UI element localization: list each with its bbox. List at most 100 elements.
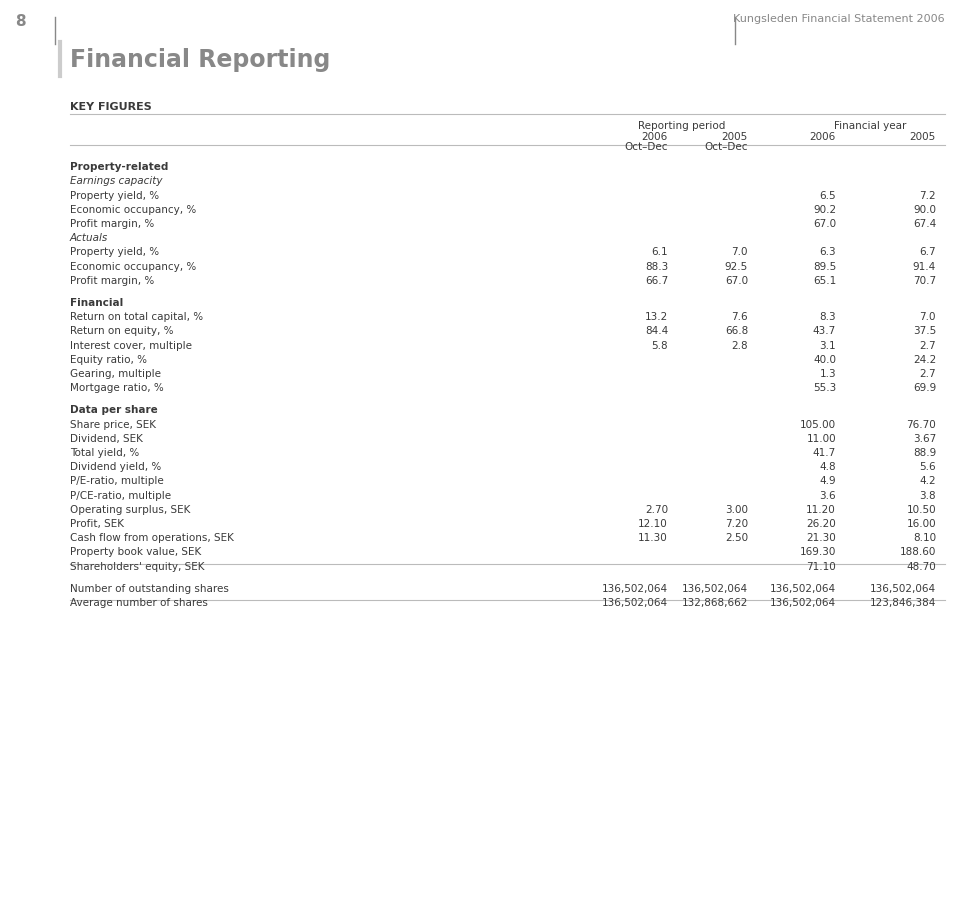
Text: 90.2: 90.2 <box>813 205 836 215</box>
Text: 2005: 2005 <box>722 132 748 142</box>
Text: 2.70: 2.70 <box>645 505 668 515</box>
Text: 40.0: 40.0 <box>813 355 836 365</box>
Text: 24.2: 24.2 <box>913 355 936 365</box>
Text: Financial year: Financial year <box>834 121 906 131</box>
Text: 2006: 2006 <box>809 132 836 142</box>
Text: 67.0: 67.0 <box>725 276 748 286</box>
Text: 5.8: 5.8 <box>652 341 668 351</box>
Text: 70.7: 70.7 <box>913 276 936 286</box>
Text: 11.20: 11.20 <box>806 505 836 515</box>
Text: 7.0: 7.0 <box>732 248 748 258</box>
Text: 136,502,064: 136,502,064 <box>602 584 668 594</box>
Text: Total yield, %: Total yield, % <box>70 448 139 458</box>
Text: Mortgage ratio, %: Mortgage ratio, % <box>70 383 164 393</box>
Text: 6.5: 6.5 <box>820 191 836 200</box>
Text: Dividend yield, %: Dividend yield, % <box>70 462 161 473</box>
Text: Profit margin, %: Profit margin, % <box>70 219 155 229</box>
Text: 6.3: 6.3 <box>820 248 836 258</box>
Text: Return on equity, %: Return on equity, % <box>70 326 174 336</box>
Text: 4.2: 4.2 <box>920 476 936 486</box>
Text: 132,868,662: 132,868,662 <box>682 598 748 608</box>
Text: 88.9: 88.9 <box>913 448 936 458</box>
Text: 2006: 2006 <box>641 132 668 142</box>
Text: 66.8: 66.8 <box>725 326 748 336</box>
Text: 136,502,064: 136,502,064 <box>770 598 836 608</box>
Text: Share price, SEK: Share price, SEK <box>70 420 156 430</box>
Text: Return on total capital, %: Return on total capital, % <box>70 313 204 323</box>
Text: 16.00: 16.00 <box>906 519 936 529</box>
Text: 105.00: 105.00 <box>800 420 836 430</box>
Text: 11.30: 11.30 <box>638 533 668 543</box>
Text: 2005: 2005 <box>910 132 936 142</box>
Text: KEY FIGURES: KEY FIGURES <box>70 102 152 112</box>
Text: Actuals: Actuals <box>70 233 108 243</box>
Text: 90.0: 90.0 <box>913 205 936 215</box>
Text: Average number of shares: Average number of shares <box>70 598 208 608</box>
Text: 2.7: 2.7 <box>920 341 936 351</box>
Text: 4.8: 4.8 <box>820 462 836 473</box>
Text: 5.6: 5.6 <box>920 462 936 473</box>
Text: Oct–Dec: Oct–Dec <box>705 142 748 152</box>
Text: 67.0: 67.0 <box>813 219 836 229</box>
Text: 8: 8 <box>15 14 26 29</box>
Text: 13.2: 13.2 <box>645 313 668 323</box>
Text: 67.4: 67.4 <box>913 219 936 229</box>
Text: Reporting period: Reporting period <box>638 121 726 131</box>
Text: Earnings capacity: Earnings capacity <box>70 176 162 186</box>
Text: 7.20: 7.20 <box>725 519 748 529</box>
Text: 6.1: 6.1 <box>652 248 668 258</box>
Text: 92.5: 92.5 <box>725 261 748 271</box>
Text: 43.7: 43.7 <box>813 326 836 336</box>
Text: 2.8: 2.8 <box>732 341 748 351</box>
Text: 11.00: 11.00 <box>806 434 836 444</box>
Text: 71.10: 71.10 <box>806 561 836 571</box>
Text: 136,502,064: 136,502,064 <box>870 584 936 594</box>
Text: 3.00: 3.00 <box>725 505 748 515</box>
Text: 8.10: 8.10 <box>913 533 936 543</box>
Text: Kungsleden Financial Statement 2006: Kungsleden Financial Statement 2006 <box>733 14 945 24</box>
Text: Oct–Dec: Oct–Dec <box>625 142 668 152</box>
Text: Property yield, %: Property yield, % <box>70 191 159 200</box>
Text: 69.9: 69.9 <box>913 383 936 393</box>
Text: Economic occupancy, %: Economic occupancy, % <box>70 205 196 215</box>
Text: 48.70: 48.70 <box>906 561 936 571</box>
Text: 55.3: 55.3 <box>813 383 836 393</box>
Text: 41.7: 41.7 <box>813 448 836 458</box>
Text: 26.20: 26.20 <box>806 519 836 529</box>
Text: Shareholders' equity, SEK: Shareholders' equity, SEK <box>70 561 204 571</box>
Text: 136,502,064: 136,502,064 <box>602 598 668 608</box>
Text: Profit, SEK: Profit, SEK <box>70 519 124 529</box>
Text: 21.30: 21.30 <box>806 533 836 543</box>
Text: 136,502,064: 136,502,064 <box>770 584 836 594</box>
Text: Data per share: Data per share <box>70 406 157 415</box>
Text: 91.4: 91.4 <box>913 261 936 271</box>
Text: 66.7: 66.7 <box>645 276 668 286</box>
Text: 3.6: 3.6 <box>820 491 836 501</box>
Text: Interest cover, multiple: Interest cover, multiple <box>70 341 192 351</box>
Text: Financial: Financial <box>70 298 123 308</box>
Text: P/CE-ratio, multiple: P/CE-ratio, multiple <box>70 491 171 501</box>
Text: 6.7: 6.7 <box>920 248 936 258</box>
Text: 2.7: 2.7 <box>920 369 936 379</box>
Text: Property book value, SEK: Property book value, SEK <box>70 547 202 558</box>
Text: Number of outstanding shares: Number of outstanding shares <box>70 584 228 594</box>
Text: 84.4: 84.4 <box>645 326 668 336</box>
Text: 1.3: 1.3 <box>820 369 836 379</box>
Text: 12.10: 12.10 <box>638 519 668 529</box>
Text: Economic occupancy, %: Economic occupancy, % <box>70 261 196 271</box>
Text: 4.9: 4.9 <box>820 476 836 486</box>
Text: Cash flow from operations, SEK: Cash flow from operations, SEK <box>70 533 234 543</box>
Text: Property yield, %: Property yield, % <box>70 248 159 258</box>
Text: 2.50: 2.50 <box>725 533 748 543</box>
Text: Dividend, SEK: Dividend, SEK <box>70 434 143 444</box>
Text: 8.3: 8.3 <box>820 313 836 323</box>
Text: 37.5: 37.5 <box>913 326 936 336</box>
Text: Profit margin, %: Profit margin, % <box>70 276 155 286</box>
Text: 188.60: 188.60 <box>900 547 936 558</box>
Text: 3.67: 3.67 <box>913 434 936 444</box>
Text: 7.2: 7.2 <box>920 191 936 200</box>
Text: 169.30: 169.30 <box>800 547 836 558</box>
Text: Gearing, multiple: Gearing, multiple <box>70 369 161 379</box>
Text: 123,846,384: 123,846,384 <box>870 598 936 608</box>
Text: Operating surplus, SEK: Operating surplus, SEK <box>70 505 190 515</box>
